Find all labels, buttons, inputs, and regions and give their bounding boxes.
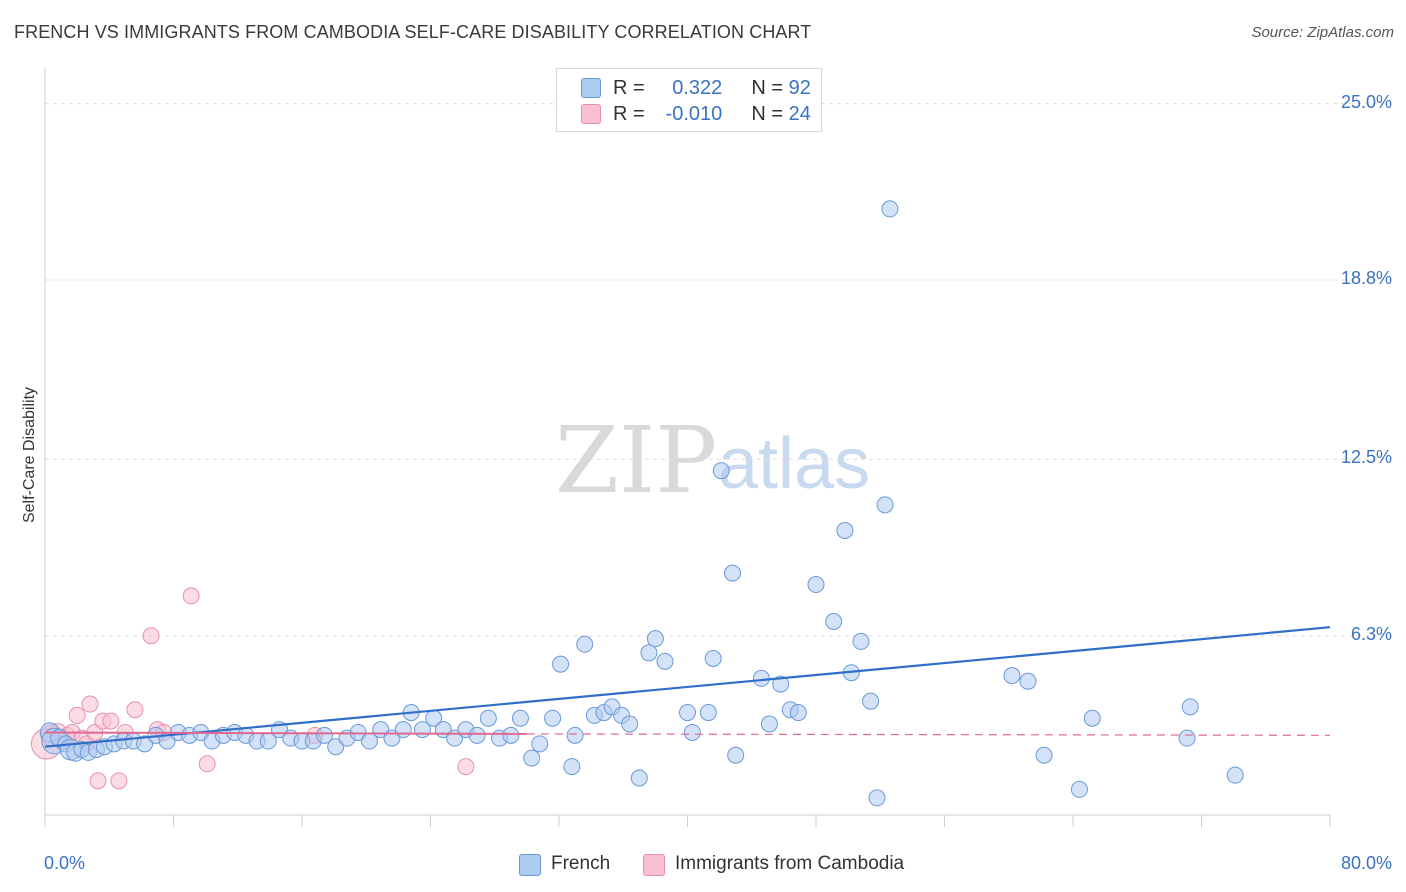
data-point-french (566, 726, 584, 744)
data-point-french (699, 704, 717, 722)
bottom-legend-label-cambodia: Immigrants from Cambodia (675, 853, 905, 874)
legend-swatch-cambodia (581, 104, 601, 124)
data-point-french (327, 738, 345, 756)
trend-lines (44, 626, 1331, 748)
data-point-french (1035, 746, 1053, 764)
x-tick-max: 80.0% (1340, 853, 1392, 873)
legend-n-value-french: 92 (788, 77, 811, 99)
trend-line-french (44, 626, 1331, 748)
data-point-cambodia (102, 712, 120, 730)
data-point-french (772, 675, 790, 693)
data-point-french (544, 709, 562, 727)
data-point-french (727, 746, 745, 764)
trend-line-cambodia (44, 731, 527, 735)
gridlines (45, 103, 1390, 637)
data-point-french (531, 735, 549, 753)
data-point-cambodia (110, 772, 128, 790)
data-point-french (656, 652, 674, 670)
data-point-cambodia (142, 627, 160, 645)
source-label: Source: ZipAtlas.com (1251, 24, 1394, 41)
data-point-french (723, 564, 741, 582)
data-point-french (394, 721, 412, 739)
watermark: ZIP atlas (555, 407, 870, 514)
legend-n-value-cambodia: 24 (788, 103, 811, 125)
watermark-zip: ZIP (555, 407, 717, 514)
data-point-french (479, 709, 497, 727)
data-point-french (502, 726, 520, 744)
data-point-french (640, 644, 658, 662)
data-point-french (807, 576, 825, 594)
data-point-french (876, 496, 894, 514)
data-point-french (563, 758, 581, 776)
data-point-french (683, 723, 701, 741)
bottom-legend: French Immigrants from Cambodia (0, 853, 1406, 877)
data-point-french (862, 692, 880, 710)
data-point-french (136, 735, 154, 753)
data-point-french (752, 669, 770, 687)
data-point-french (836, 521, 854, 539)
data-point-cambodia (457, 758, 475, 776)
data-point-french (630, 769, 648, 787)
data-point-french (1083, 709, 1101, 727)
data-point-french (1003, 667, 1021, 685)
legend-r-label: R = (613, 77, 645, 99)
series-cambodia (30, 587, 475, 790)
data-point-cambodia (89, 772, 107, 790)
legend-box: R = 0.322 N = 92 R = -0.010 N = 24 (556, 68, 822, 132)
data-point-french (646, 630, 664, 648)
watermark-atlas: atlas (718, 424, 870, 504)
y-tick-label: 25.0% (1340, 91, 1392, 112)
data-point-cambodia (126, 701, 144, 719)
legend-r-value-french: 0.322 (672, 77, 723, 99)
data-point-cambodia (198, 755, 216, 773)
data-point-french (712, 462, 730, 480)
trend-line-cambodia-extension (526, 733, 1331, 736)
data-point-french (1226, 766, 1244, 784)
data-point-cambodia (182, 587, 200, 605)
axes (44, 68, 1331, 827)
legend-n-label: N = (751, 77, 784, 99)
x-tick-min: 0.0% (44, 853, 86, 873)
legend-n-label: N = (751, 103, 784, 125)
data-point-french (511, 709, 529, 727)
chart-title: FRENCH VS IMMIGRANTS FROM CAMBODIA SELF-… (14, 22, 812, 42)
data-point-french (576, 635, 594, 653)
data-point-french (704, 649, 722, 667)
legend-r-value-cambodia: -0.010 (665, 103, 723, 125)
data-point-french (789, 704, 807, 722)
data-point-french (552, 655, 570, 673)
bottom-legend-swatch-french (519, 854, 541, 876)
data-point-french (315, 726, 333, 744)
data-point-french (881, 200, 899, 218)
data-point-french (825, 613, 843, 631)
bottom-legend-label-french: French (551, 853, 611, 874)
data-point-french (852, 632, 870, 650)
data-point-french (1178, 729, 1196, 747)
y-tick-label: 18.8% (1340, 268, 1392, 289)
data-point-french (868, 789, 886, 807)
data-point-french (760, 715, 778, 733)
data-point-cambodia (68, 706, 86, 724)
legend-r-label: R = (613, 103, 645, 125)
data-point-french (679, 704, 696, 722)
data-point-french (468, 726, 486, 744)
data-point-french (1181, 698, 1199, 716)
data-point-cambodia (81, 695, 99, 713)
data-point-french (523, 749, 541, 767)
data-point-french (1070, 780, 1088, 798)
data-point-french (621, 715, 639, 733)
data-point-french (1019, 672, 1037, 690)
legend-swatch-french (581, 78, 601, 98)
y-tick-label: 6.3% (1350, 623, 1392, 644)
y-tick-label: 12.5% (1340, 447, 1392, 468)
bottom-legend-swatch-cambodia (643, 854, 665, 876)
